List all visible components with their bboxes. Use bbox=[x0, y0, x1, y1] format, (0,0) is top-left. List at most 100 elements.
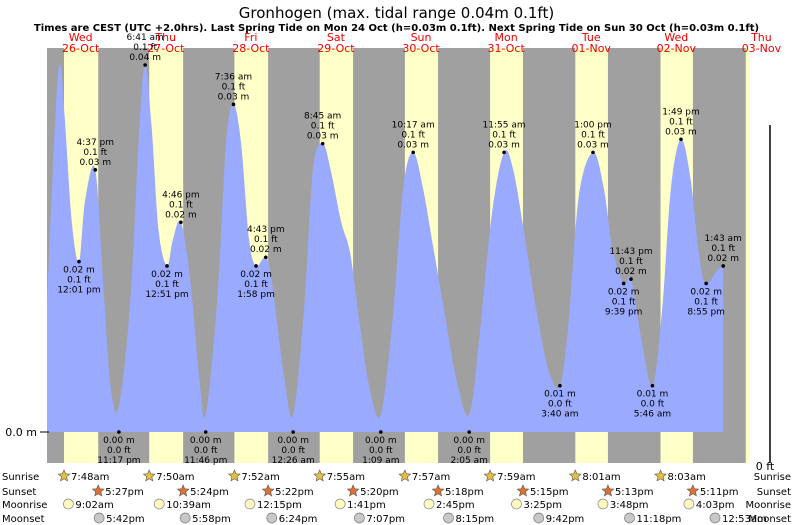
tide-extreme-label: 0.03 m bbox=[397, 140, 429, 150]
sunset-icon bbox=[346, 484, 360, 497]
day-date-label: 02-Nov bbox=[657, 42, 697, 55]
sunrise-icon bbox=[568, 469, 582, 482]
tide-extreme-label: 0.03 m bbox=[665, 127, 697, 137]
day-weekday-label: Thu bbox=[750, 31, 772, 44]
day-weekday-label: Sat bbox=[327, 31, 346, 44]
moonrise-icon bbox=[423, 498, 435, 510]
tide-extreme-label: 4:37 pm bbox=[76, 138, 114, 148]
tide-extreme-label: 0.1 ft bbox=[694, 297, 718, 307]
tide-extreme-label: 0.01 m bbox=[544, 390, 576, 400]
footer-row-label-left: Sunset bbox=[2, 487, 36, 498]
tide-extreme-label: 0.01 m bbox=[637, 390, 669, 400]
moonrise-time: 12:15pm bbox=[257, 500, 302, 511]
day-date-label: 28-Oct bbox=[232, 42, 270, 55]
footer-row-label-left: Sunrise bbox=[2, 472, 39, 483]
day-date-label: 31-Oct bbox=[487, 42, 525, 55]
daylight-band bbox=[745, 48, 749, 463]
moonrise-icon bbox=[244, 498, 256, 510]
tide-extreme-dot bbox=[621, 281, 626, 286]
sunrise-icon bbox=[654, 469, 667, 482]
footer-row-label-left: Moonset bbox=[2, 514, 45, 525]
tide-extreme-label: 1:58 pm bbox=[237, 290, 275, 300]
tide-extreme-label: 0.02 m bbox=[250, 245, 282, 255]
astronomy-footer: Sunrise Sunrise Sunset Sunset Moonrise Moonri… bbox=[2, 469, 792, 525]
tide-extreme-dot bbox=[591, 150, 595, 155]
tide-extreme-label: 0.00 m bbox=[365, 436, 397, 446]
tide-extreme-label: 0.03 m bbox=[218, 92, 250, 102]
moonrise-time: 1:41pm bbox=[347, 500, 386, 511]
tide-extreme-label: 0.1 ft bbox=[133, 43, 157, 53]
sunrise-time: 7:59am bbox=[497, 472, 535, 483]
tide-extreme-dot bbox=[203, 430, 208, 434]
sunrise-icon bbox=[57, 469, 71, 482]
tide-extreme-dot bbox=[264, 255, 268, 260]
tide-extreme-label: 0.1 ft bbox=[492, 130, 516, 140]
moonset-time: 5:58pm bbox=[192, 514, 231, 525]
footer-row-label-right: Moonrise bbox=[746, 500, 791, 511]
chart-title: Gronhogen (max. tidal range 0.04m 0.1ft) bbox=[239, 4, 554, 22]
tide-extreme-label: 0.1 ft bbox=[244, 280, 268, 290]
sunrise-time: 7:52am bbox=[241, 472, 279, 483]
tide-extreme-label: 0.1 ft bbox=[169, 200, 193, 210]
tide-extreme-label: 0.1 ft bbox=[619, 257, 643, 267]
sunset-time: 5:27pm bbox=[105, 487, 144, 498]
tide-extreme-label: 1:49 pm bbox=[662, 107, 700, 117]
tide-extreme-label: 0.1 ft bbox=[612, 297, 636, 307]
footer-row-label-right: Sunset bbox=[757, 487, 791, 498]
tide-extreme-label: 11:43 pm bbox=[609, 247, 652, 257]
sunset-time: 5:15pm bbox=[530, 487, 569, 498]
tide-extreme-label: 6:41 am bbox=[126, 33, 163, 43]
sunrise-time: 8:01am bbox=[582, 472, 620, 483]
moonset-time: 12:53am bbox=[722, 514, 767, 525]
tide-extreme-label: 1:43 am bbox=[704, 234, 741, 244]
sunrise-time: 7:57am bbox=[412, 472, 450, 483]
tide-extreme-label: 1:09 am bbox=[362, 456, 399, 466]
y-axis-left-label: 0.0 m bbox=[5, 426, 37, 439]
tide-extreme-label: 11:17 pm bbox=[97, 456, 140, 466]
sunrise-time: 7:50am bbox=[156, 472, 194, 483]
tide-extreme-label: 4:43 pm bbox=[247, 225, 285, 235]
sunrise-time: 8:03am bbox=[668, 472, 706, 483]
tide-extreme-dot bbox=[165, 264, 169, 268]
tide-extreme-dot bbox=[320, 141, 325, 146]
moonset-icon bbox=[266, 512, 278, 524]
sunrise-icon bbox=[313, 469, 327, 482]
tide-extreme-label: 0.02 m bbox=[707, 254, 739, 264]
moonrise-time: 10:39am bbox=[166, 500, 211, 511]
tide-extreme-label: 8:45 am bbox=[304, 112, 341, 122]
tide-extreme-label: 0.1 ft bbox=[83, 148, 107, 158]
footer-row-label-right: Moonset bbox=[749, 514, 792, 525]
moonset-time: 5:42pm bbox=[106, 514, 145, 525]
moonset-time: 7:07pm bbox=[366, 514, 405, 525]
sunset-icon bbox=[516, 484, 530, 497]
moonrise-icon bbox=[511, 498, 522, 510]
day-weekday-label: Mon bbox=[495, 31, 518, 44]
sunset-time: 5:22pm bbox=[275, 487, 314, 498]
moonrise-time: 3:48pm bbox=[610, 500, 649, 511]
day-labels: Wed26-OctThu27-OctFri28-OctSat29-OctSun3… bbox=[62, 31, 782, 55]
moonset-icon bbox=[354, 512, 365, 524]
sunrise-time: 7:55am bbox=[327, 472, 365, 483]
sunset-icon bbox=[601, 484, 615, 497]
tide-extreme-dot bbox=[629, 277, 633, 281]
sunset-icon bbox=[686, 484, 700, 497]
tide-extreme-label: 0.03 m bbox=[307, 132, 339, 142]
tide-extreme-label: 0.0 ft bbox=[194, 446, 218, 456]
y-axis-right-label: 0 ft bbox=[756, 460, 775, 473]
tide-extreme-dot bbox=[93, 168, 98, 172]
sunset-time: 5:24pm bbox=[190, 487, 229, 498]
tide-extreme-label: 0.0 ft bbox=[641, 400, 665, 410]
moonrise-time: 2:45pm bbox=[436, 500, 475, 511]
tide-extreme-label: 0.1 ft bbox=[311, 122, 335, 132]
moonset-icon bbox=[624, 512, 635, 524]
tide-extreme-label: 3:40 am bbox=[541, 410, 578, 420]
day-weekday-label: Wed bbox=[69, 31, 93, 44]
day-date-label: 26-Oct bbox=[62, 42, 100, 55]
tide-extreme-dot bbox=[411, 150, 415, 155]
tide-extreme-label: 0.00 m bbox=[453, 436, 485, 446]
tide-extreme-label: 0.1 ft bbox=[67, 276, 91, 286]
tide-extreme-label: 2:05 am bbox=[451, 456, 488, 466]
day-weekday-label: Tue bbox=[581, 31, 601, 44]
